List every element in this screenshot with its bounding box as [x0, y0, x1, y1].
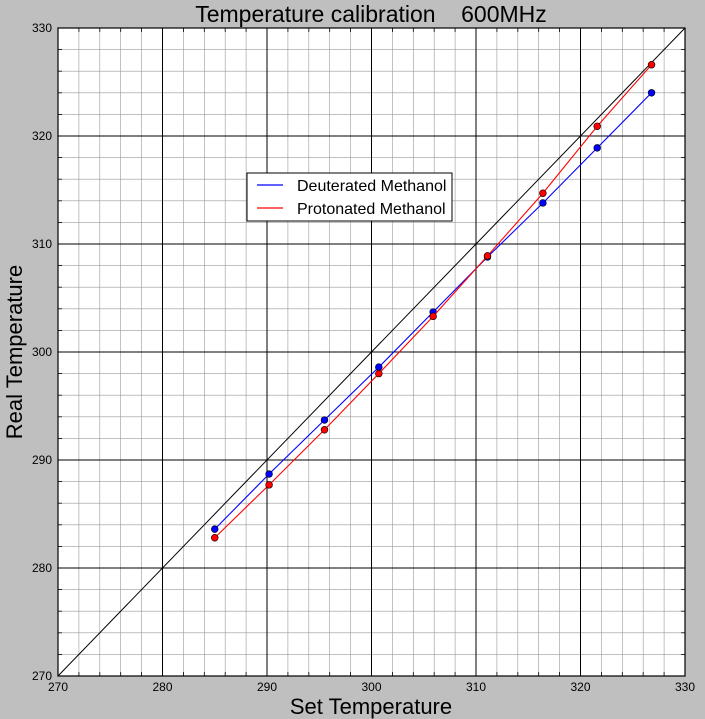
data-point-deuterated-methanol [320, 416, 329, 424]
data-point-protonated-methanol [539, 189, 547, 197]
y-tick-label: 320 [32, 129, 52, 143]
x-tick-label: 310 [466, 680, 486, 694]
plot-frame [57, 27, 686, 677]
y-axis-label: Real Temperature [2, 265, 27, 439]
chart-title: Temperature calibration 600MHz [195, 1, 547, 27]
data-point-deuterated-methanol [647, 89, 656, 97]
axis-ticks [58, 28, 685, 676]
x-tick-label: 290 [257, 680, 277, 694]
data-point-protonated-methanol [593, 122, 601, 130]
x-tick-label: 270 [48, 680, 68, 694]
series-layer [211, 61, 656, 542]
data-point-protonated-methanol [265, 481, 273, 489]
data-point-protonated-methanol [375, 369, 383, 378]
data-point-protonated-methanol [483, 252, 492, 260]
data-point-deuterated-methanol [265, 470, 273, 478]
data-point-deuterated-methanol [375, 363, 383, 371]
x-tick-label: 300 [361, 680, 381, 694]
legend-label-protonated: Protonated Methanol [297, 201, 446, 218]
x-tick-label: 280 [152, 680, 172, 694]
data-point-deuterated-methanol [539, 199, 547, 207]
y-tick-label: 330 [32, 21, 52, 35]
y-tick-labels: 270 280 290 300 310 320 330 [32, 21, 52, 683]
x-tick-labels: 270 280 290 300 310 320 330 [48, 680, 695, 694]
data-point-deuterated-methanol [593, 144, 601, 152]
data-point-protonated-methanol [211, 534, 219, 542]
y-tick-label: 300 [32, 345, 52, 359]
legend-label-deuterated: Deuterated Methanol [297, 178, 446, 195]
data-point-protonated-methanol [647, 61, 656, 69]
y-tick-label: 270 [32, 669, 52, 683]
data-point-protonated-methanol [429, 312, 437, 321]
y-tick-label: 310 [32, 237, 52, 251]
legend: Deuterated Methanol Protonated Methanol [246, 172, 453, 222]
data-point-protonated-methanol [320, 426, 329, 434]
y-tick-label: 290 [32, 453, 52, 467]
x-axis-label: Set Temperature [290, 694, 452, 719]
data-point-deuterated-methanol [211, 525, 219, 533]
reference-line [57, 27, 686, 677]
x-tick-label: 330 [675, 680, 695, 694]
x-tick-label: 320 [570, 680, 590, 694]
y-tick-label: 280 [32, 561, 52, 575]
legend-box [246, 172, 453, 222]
